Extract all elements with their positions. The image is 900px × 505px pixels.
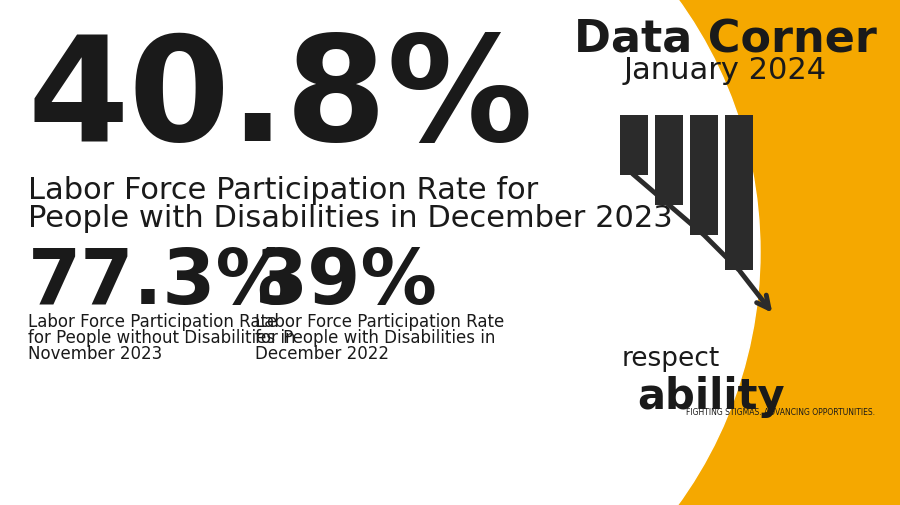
Bar	[690, 116, 718, 235]
Text: FIGHTING STIGMAS. ADVANCING OPPORTUNITIES.: FIGHTING STIGMAS. ADVANCING OPPORTUNITIE…	[686, 407, 875, 416]
Bar	[0, 0, 560, 505]
Bar	[0, 0, 330, 505]
Bar	[725, 116, 753, 271]
Text: People with Disabilities in December 2023: People with Disabilities in December 202…	[28, 204, 673, 232]
Text: December 2022: December 2022	[255, 344, 389, 362]
Bar	[655, 116, 683, 206]
Circle shape	[0, 0, 760, 505]
Text: Labor Force Participation Rate: Labor Force Participation Rate	[255, 313, 504, 330]
Text: 40.8%: 40.8%	[28, 30, 534, 171]
Text: 39%: 39%	[255, 245, 438, 319]
Text: 77.3%: 77.3%	[28, 245, 293, 319]
Text: Data Corner: Data Corner	[573, 18, 877, 61]
Text: for People with Disabilities in: for People with Disabilities in	[255, 328, 495, 346]
Text: ability: ability	[637, 375, 785, 417]
Text: for People without Disabilities in: for People without Disabilities in	[28, 328, 295, 346]
Text: January 2024: January 2024	[624, 56, 826, 85]
Bar	[620, 116, 648, 176]
Text: Labor Force Participation Rate: Labor Force Participation Rate	[28, 313, 277, 330]
Text: respect: respect	[622, 345, 720, 371]
Text: Labor Force Participation Rate for: Labor Force Participation Rate for	[28, 176, 538, 205]
Bar	[550, 0, 900, 505]
Text: November 2023: November 2023	[28, 344, 162, 362]
